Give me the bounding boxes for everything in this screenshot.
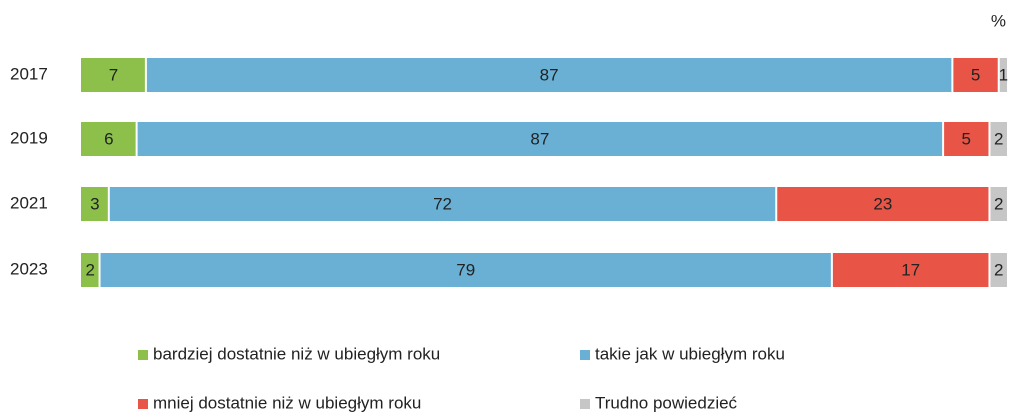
bar-segment [81,58,145,92]
legend-swatch [580,399,590,409]
data-label: 87 [540,65,559,84]
category-label: 2021 [10,193,48,212]
bar-segment [990,122,1007,156]
category-label: 2017 [10,64,48,83]
data-label: 7 [109,65,118,84]
data-label: 17 [901,260,920,279]
bar-segment [999,58,1007,92]
unit-label: % [991,11,1006,30]
data-label: 2 [994,129,1003,148]
bar-segment [109,187,776,221]
data-label: 1 [999,65,1008,84]
legend-label: Trudno powiedzieć [595,393,738,412]
category-label: 2023 [10,259,48,278]
data-label: 2 [86,260,95,279]
data-label: 3 [90,194,99,213]
data-label: 72 [433,194,452,213]
data-label: 87 [530,129,549,148]
data-label: 5 [962,129,971,148]
bar-segment [137,122,943,156]
legend-label: bardziej dostatnie niż w ubiegłym roku [153,344,440,363]
legend-swatch [580,350,590,360]
legend-swatch [138,350,148,360]
bar-segment [100,253,831,287]
data-label: 2 [994,194,1003,213]
data-label: 23 [873,194,892,213]
bar-segment [990,187,1007,221]
data-label: 2 [994,260,1003,279]
bar-segment [81,187,108,221]
legend-label: takie jak w ubiegłym roku [595,344,785,363]
legend-swatch [138,399,148,409]
data-label: 79 [456,260,475,279]
bar-segment [81,122,136,156]
bar-segment [990,253,1007,287]
bar-segment [777,187,989,221]
bar-segment [944,122,989,156]
data-label: 5 [971,65,980,84]
bar-segment [832,253,989,287]
bar-segment [953,58,998,92]
data-label: 6 [104,129,113,148]
bar-segment [146,58,952,92]
legend-label: mniej dostatnie niż w ubiegłym roku [153,393,421,412]
category-label: 2019 [10,128,48,147]
bar-segment [81,253,99,287]
